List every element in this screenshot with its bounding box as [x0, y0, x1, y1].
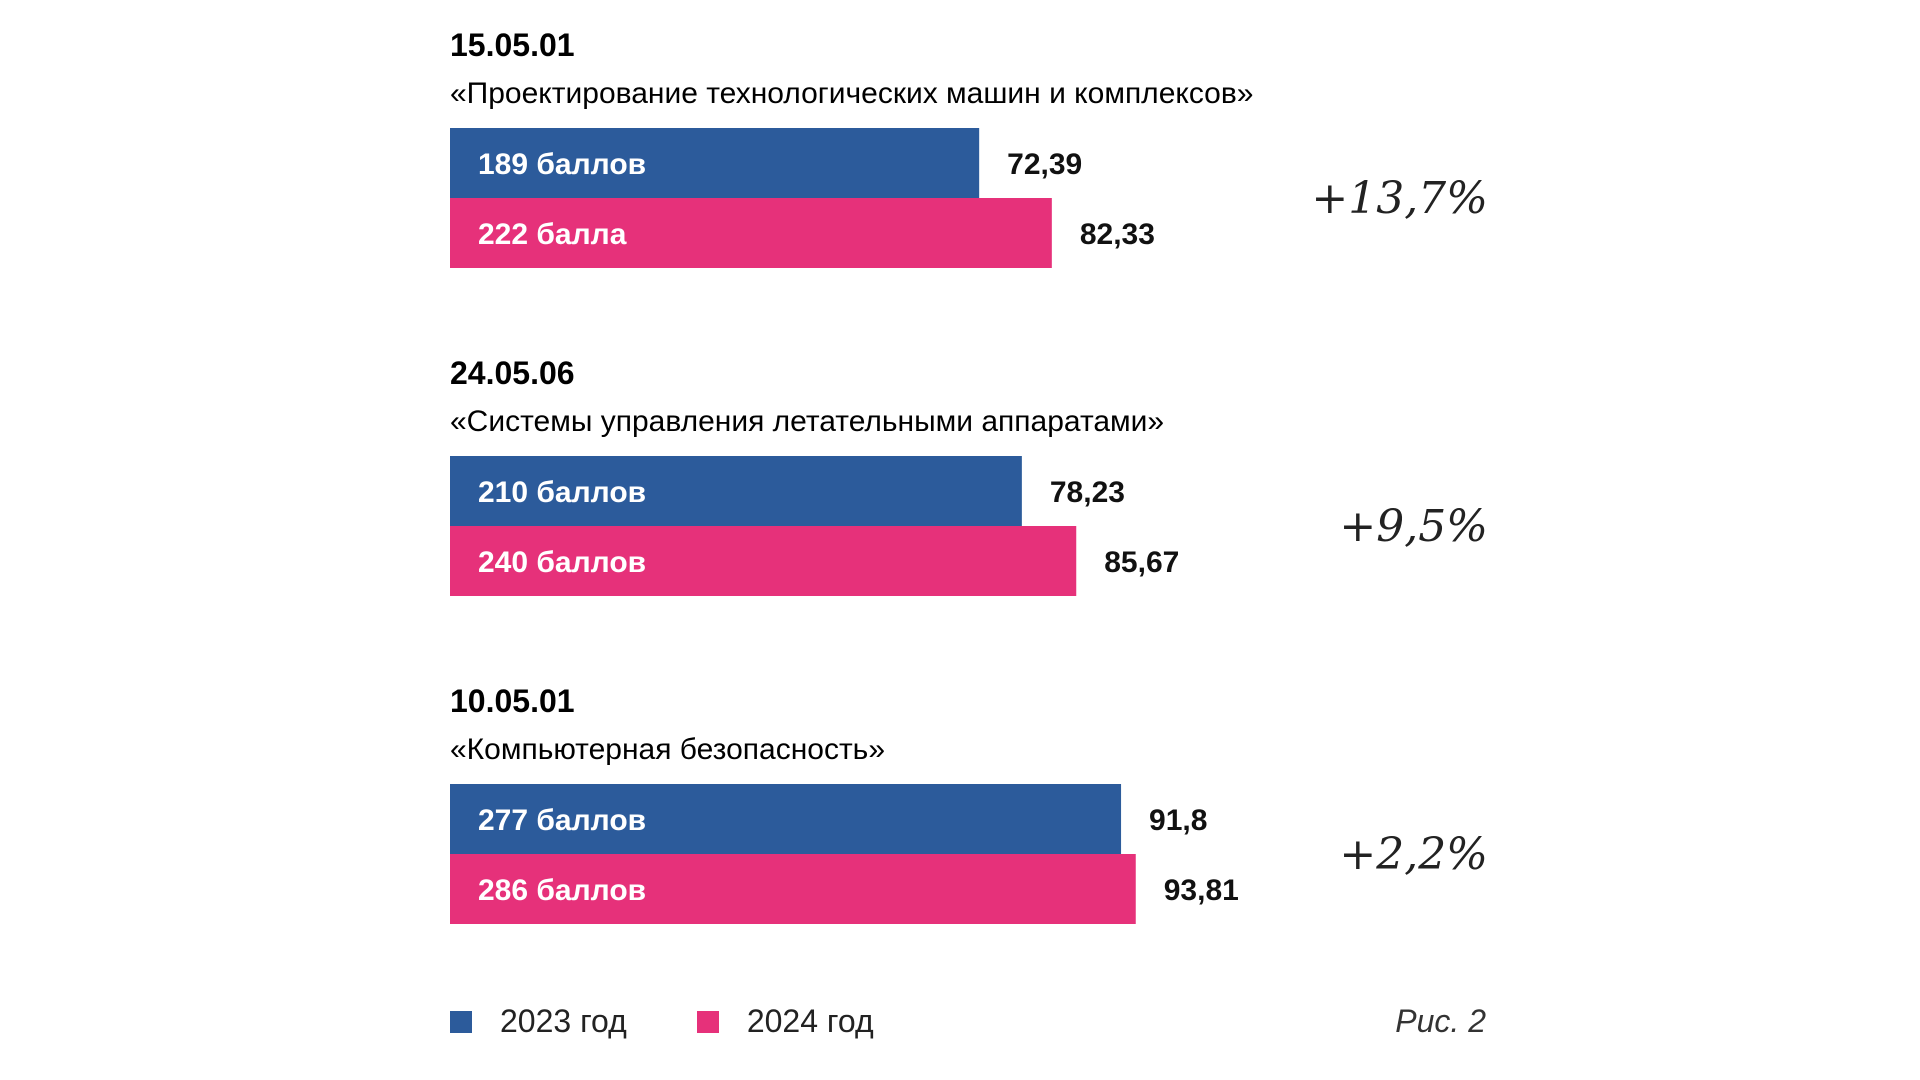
change-percent-label: +9,5% [1339, 501, 1488, 552]
value-label: 78,23 [1050, 476, 1125, 509]
bar-2023 [450, 128, 980, 198]
group-name: «Компьютерная безопасность» [450, 733, 885, 766]
legend-swatch-2024 [696, 1010, 719, 1033]
change-percent-label: +13,7% [1311, 173, 1488, 224]
value-label: 93,81 [1164, 874, 1239, 907]
bar-2024 [450, 198, 1052, 268]
value-label: 85,67 [1104, 546, 1179, 579]
group-code: 24.05.06 [450, 355, 575, 391]
group-name: «Системы управления летательными аппарат… [450, 405, 1164, 438]
legend-item-2023: 2023 год [450, 1003, 627, 1040]
legend: 2023 год 2024 год [450, 1003, 944, 1040]
legend-label-2023: 2023 год [500, 1003, 627, 1039]
group-code: 10.05.01 [450, 683, 575, 719]
change-percent-label: +2,2% [1339, 829, 1488, 880]
bar-label: 286 баллов [478, 874, 646, 907]
value-label: 72,39 [1007, 148, 1082, 181]
bar-label: 222 балла [478, 218, 627, 251]
legend-label-2024: 2024 год [746, 1003, 874, 1039]
bar-2024 [450, 526, 1077, 596]
bar-label: 240 баллов [478, 546, 646, 579]
group-code: 15.05.01 [450, 27, 575, 63]
legend-swatch-2023 [450, 1010, 472, 1033]
bar-label: 277 баллов [478, 804, 646, 837]
figure-caption: Рис. 2 [1395, 1003, 1486, 1039]
group-name: «Проектирование технологических машин и … [450, 77, 1253, 110]
bar-2023 [450, 784, 1122, 854]
bar-2024 [450, 854, 1136, 924]
bar-label: 210 баллов [478, 476, 646, 509]
value-label: 82,33 [1080, 218, 1155, 251]
legend-item-2024: 2024 год [696, 1003, 874, 1040]
bar-2023 [450, 456, 1022, 526]
bar-label: 189 баллов [478, 148, 646, 181]
value-label: 91,8 [1149, 804, 1207, 837]
